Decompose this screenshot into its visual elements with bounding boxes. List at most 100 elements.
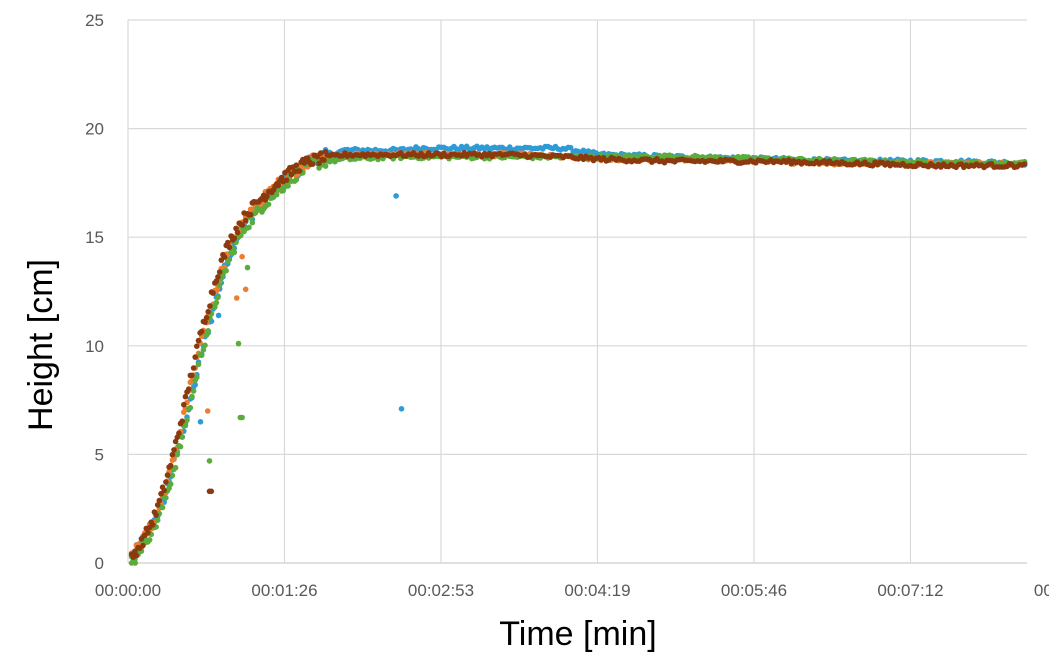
- x-tick-label: 00:01:26: [251, 581, 317, 600]
- data-point: [195, 361, 202, 368]
- gridlines: [127, 19, 1027, 564]
- data-point: [169, 472, 176, 479]
- data-point: [190, 365, 197, 371]
- data-point: [150, 522, 156, 528]
- data-point: [189, 372, 195, 379]
- data-point: [146, 537, 153, 543]
- data-point: [182, 422, 189, 429]
- x-tick-labels: 00:00:00 00:01:26 00:02:53 00:04:19 00:05:46…: [95, 581, 1049, 600]
- series-points: [128, 152, 1028, 566]
- data-point: [203, 314, 210, 321]
- x-tick-label: 00:04:19: [564, 581, 630, 600]
- data-point: [198, 328, 205, 335]
- data-point: [223, 267, 229, 274]
- data-point: [225, 239, 231, 246]
- data-points: [128, 143, 1028, 566]
- data-point: [215, 274, 221, 280]
- data-point: [275, 182, 282, 189]
- data-point: [231, 235, 238, 242]
- y-tick-label: 25: [85, 11, 104, 30]
- data-point: [321, 157, 327, 163]
- data-point: [314, 153, 321, 160]
- outlier-point: [398, 406, 405, 412]
- data-point: [309, 161, 316, 167]
- data-point: [215, 294, 221, 301]
- data-point: [182, 393, 189, 400]
- data-point: [213, 299, 220, 306]
- x-tick-label: 00:07:12: [877, 581, 943, 600]
- data-point: [317, 150, 324, 156]
- outlier-point: [206, 458, 213, 464]
- data-point: [246, 224, 252, 231]
- outlier-point: [215, 312, 222, 319]
- data-point: [163, 479, 169, 485]
- data-point: [176, 430, 182, 437]
- data-point: [154, 502, 161, 508]
- data-point: [161, 487, 167, 494]
- y-tick-label: 5: [95, 445, 104, 464]
- y-tick-label: 0: [95, 554, 104, 573]
- data-point: [185, 386, 192, 392]
- data-point: [205, 328, 211, 334]
- outlier-point: [235, 340, 242, 347]
- data-point: [207, 303, 213, 309]
- series-points: [128, 149, 1028, 560]
- data-point: [247, 211, 254, 218]
- data-point: [153, 512, 159, 518]
- data-point: [171, 447, 177, 453]
- y-tick-label: 15: [85, 228, 104, 247]
- data-point: [231, 249, 238, 256]
- data-point: [169, 451, 176, 458]
- data-point: [195, 337, 202, 344]
- data-point: [140, 542, 146, 549]
- data-point: [249, 219, 256, 226]
- data-point: [194, 343, 200, 350]
- data-point: [212, 304, 218, 310]
- data-point: [156, 497, 163, 504]
- data-point: [234, 229, 241, 236]
- x-axis-title: Time [min]: [499, 615, 656, 653]
- data-point: [189, 393, 195, 400]
- data-point: [301, 160, 308, 166]
- data-point: [154, 517, 161, 523]
- data-point: [210, 290, 216, 296]
- data-point: [167, 481, 174, 487]
- data-point: [164, 472, 171, 478]
- outlier-point: [244, 264, 251, 271]
- data-point: [202, 319, 208, 325]
- data-point: [264, 193, 270, 200]
- outlier-point: [204, 408, 211, 414]
- data-point: [316, 160, 322, 167]
- data-point: [177, 443, 184, 450]
- outlier-point: [197, 419, 204, 425]
- data-point: [296, 168, 303, 174]
- data-point: [226, 256, 233, 263]
- data-point: [242, 217, 249, 224]
- x-tick-label: 00:08:38: [1034, 581, 1049, 600]
- y-tick-label: 20: [85, 120, 104, 139]
- outlier-point: [393, 193, 399, 199]
- data-point: [293, 176, 300, 183]
- data-point: [567, 144, 574, 151]
- data-point: [192, 354, 198, 360]
- data-point: [226, 244, 233, 251]
- data-point: [163, 495, 169, 501]
- y-tick-labels: 0 5 10 15 20 25: [85, 11, 104, 573]
- data-point: [213, 278, 220, 284]
- data-point: [202, 342, 208, 349]
- data-point: [179, 418, 185, 425]
- data-point: [216, 269, 223, 275]
- data-point: [184, 417, 190, 423]
- data-point: [172, 464, 179, 471]
- data-point: [171, 456, 177, 463]
- data-point: [203, 332, 210, 338]
- outlier-point: [242, 286, 249, 293]
- data-point: [133, 552, 140, 559]
- data-point: [283, 177, 290, 183]
- data-point: [181, 401, 187, 408]
- data-point: [200, 347, 207, 353]
- outlier-point: [239, 253, 245, 260]
- data-point: [198, 352, 205, 359]
- outlier-point: [208, 488, 215, 495]
